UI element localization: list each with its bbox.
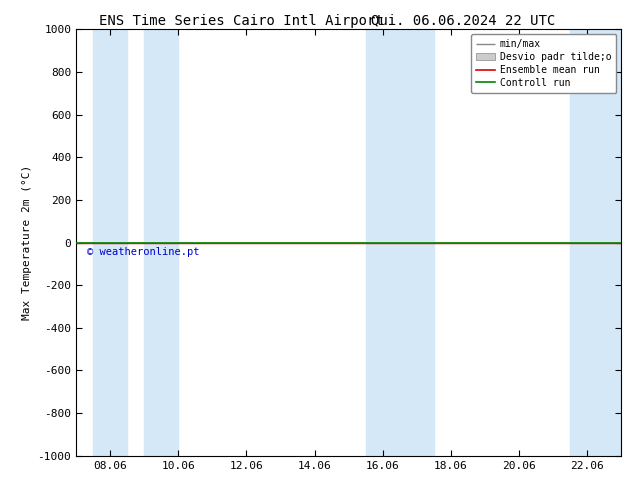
Text: ENS Time Series Cairo Intl Airport: ENS Time Series Cairo Intl Airport — [98, 14, 384, 28]
Bar — [400, 29, 434, 456]
Text: Qui. 06.06.2024 22 UTC: Qui. 06.06.2024 22 UTC — [371, 14, 555, 28]
Legend: min/max, Desvio padr tilde;o, Ensemble mean run, Controll run: min/max, Desvio padr tilde;o, Ensemble m… — [471, 34, 616, 93]
Bar — [144, 29, 178, 456]
Bar — [570, 29, 621, 456]
Bar — [93, 29, 127, 456]
Text: © weatheronline.pt: © weatheronline.pt — [87, 247, 200, 257]
Bar — [366, 29, 400, 456]
Y-axis label: Max Temperature 2m (°C): Max Temperature 2m (°C) — [22, 165, 32, 320]
